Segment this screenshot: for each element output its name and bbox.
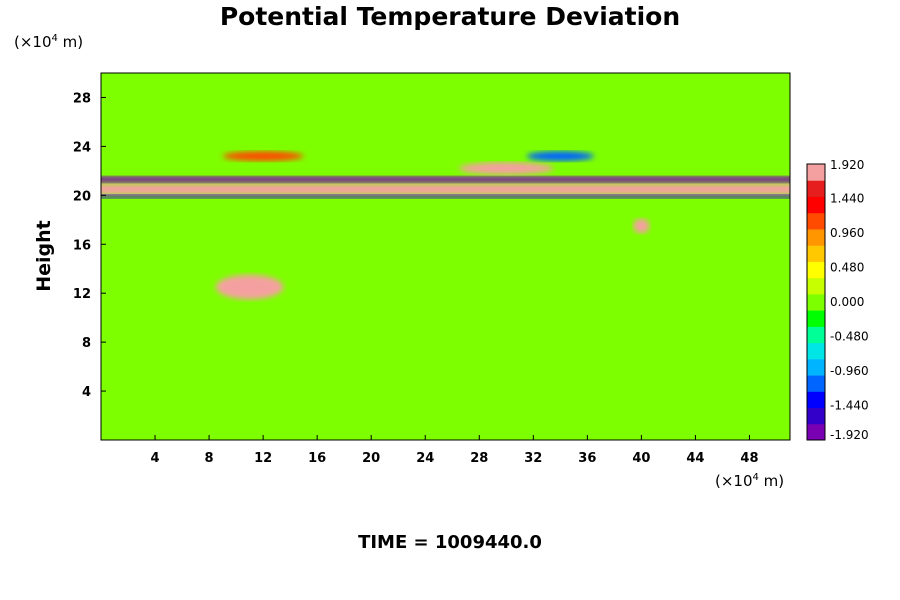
- colorbar-swatch: [807, 212, 825, 230]
- colorbar-swatch: [807, 310, 825, 327]
- colorbar-tick-label: -0.960: [830, 364, 869, 378]
- heatmap-feature-blob-5: [459, 162, 554, 175]
- colorbar-tick-label: 1.920: [830, 158, 864, 172]
- x-tick-label: 44: [686, 451, 704, 466]
- x-tick-label: 28: [470, 451, 488, 466]
- heatmap-feature-band-0: [101, 183, 790, 195]
- x-axis-unit: (×104 m): [715, 472, 785, 490]
- heatmap-feature-blob-7: [222, 151, 304, 162]
- colorbar-tick-label: -1.920: [830, 428, 869, 442]
- colorbar-swatch: [807, 261, 825, 279]
- x-tick-label: 32: [524, 451, 542, 466]
- time-label: TIME = 1009440.0: [358, 532, 542, 553]
- colorbar-swatch: [807, 358, 825, 376]
- x-tick-label: 48: [740, 451, 758, 466]
- heatmap-feature-blob-6: [526, 151, 595, 162]
- colorbar-swatch: [807, 180, 825, 197]
- x-tick-label: 16: [308, 451, 326, 466]
- y-tick-label: 24: [73, 140, 91, 155]
- colorbar-tick-label: 1.440: [830, 192, 864, 206]
- y-tick-label: 12: [73, 287, 91, 302]
- colorbar-swatch: [807, 164, 825, 181]
- colorbar-swatch: [807, 326, 825, 344]
- colorbar-tick-label: 0.960: [830, 226, 864, 240]
- chart-title: Potential Temperature Deviation: [219, 2, 681, 31]
- x-tick-label: 40: [632, 451, 650, 466]
- colorbar-swatch: [807, 277, 825, 295]
- x-tick-label: 4: [151, 451, 160, 466]
- x-tick-label: 20: [362, 451, 380, 466]
- y-tick-label: 8: [82, 336, 91, 351]
- colorbar-swatch: [807, 407, 825, 425]
- x-tick-label: 36: [578, 451, 596, 466]
- heatmap-feature-band-2: [101, 194, 790, 199]
- y-tick-label: 4: [82, 385, 91, 400]
- colorbar-tick-label: 0.480: [830, 261, 864, 275]
- heatmap-feature-band-1: [101, 176, 790, 183]
- y-axis-unit: (×104 m): [14, 33, 84, 51]
- heatmap-feature-blob-3: [215, 274, 284, 300]
- colorbar-swatch: [807, 196, 825, 214]
- colorbar-swatch: [807, 293, 825, 311]
- x-tick-label: 8: [205, 451, 214, 466]
- colorbar-swatch: [807, 423, 825, 441]
- y-tick-label: 28: [73, 91, 91, 106]
- plot-area: [101, 73, 790, 440]
- colorbar-swatch: [807, 342, 825, 360]
- colorbar-tick-label: -0.480: [830, 330, 869, 344]
- colorbar-tick-label: -1.440: [830, 399, 869, 413]
- y-tick-label: 16: [73, 238, 91, 253]
- heatmap-feature-blob-4: [633, 218, 650, 234]
- colorbar-swatch: [807, 245, 825, 262]
- x-tick-label: 24: [416, 451, 434, 466]
- y-tick-label: 20: [73, 189, 91, 204]
- colorbar-swatch: [807, 375, 825, 392]
- x-tick-label: 12: [254, 451, 272, 466]
- colorbar-swatch: [807, 228, 825, 246]
- colorbar-tick-label: 0.000: [830, 295, 864, 309]
- colorbar: 1.920 1.440 0.960 0.480 0.000 -0.480 -0.960 -1.…: [806, 158, 869, 442]
- colorbar-swatch: [807, 391, 825, 409]
